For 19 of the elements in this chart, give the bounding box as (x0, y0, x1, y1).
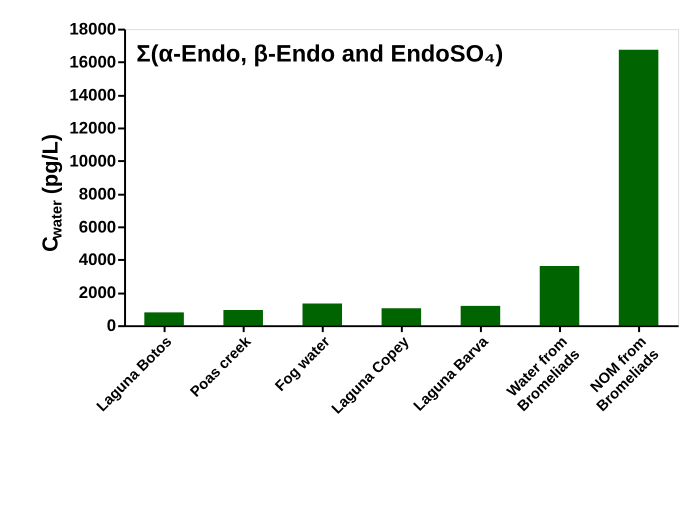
y-tick-label: 4000 (78, 250, 116, 270)
y-tick-label: 10000 (69, 151, 116, 170)
y-tick-label: 14000 (69, 85, 116, 104)
bar (223, 310, 263, 326)
text: Σ(α-Endo, β-Endo and EndoSO₄) (136, 42, 504, 68)
y-tick-label: 0 (106, 316, 116, 336)
y-tick-label: 6000 (78, 217, 116, 236)
bar (618, 50, 658, 326)
bar (302, 303, 342, 326)
bar (540, 266, 580, 326)
y-tick-label: 18000 (69, 20, 116, 39)
y-tick-label: 16000 (69, 52, 116, 72)
y-tick-label: 2000 (78, 283, 116, 302)
y-tick-label: 12000 (69, 118, 116, 138)
bar (382, 308, 422, 326)
y-axis-title: Cwater (pg/L) (37, 134, 66, 252)
y-tick-label: 8000 (78, 184, 116, 204)
bar (144, 312, 184, 326)
bar (460, 306, 500, 326)
